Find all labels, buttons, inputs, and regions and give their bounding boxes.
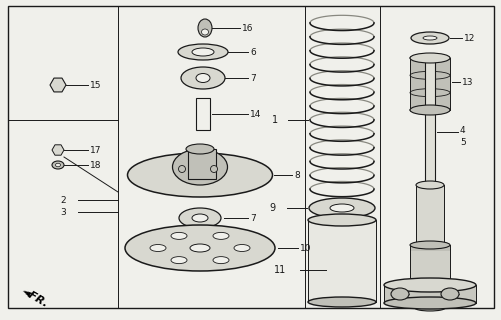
Ellipse shape (55, 83, 61, 87)
Text: 7: 7 (249, 213, 255, 222)
Bar (188, 149, 215, 179)
Ellipse shape (197, 19, 211, 37)
Bar (195, 98, 209, 130)
Ellipse shape (181, 67, 224, 89)
Ellipse shape (390, 288, 408, 300)
Ellipse shape (201, 29, 208, 35)
Ellipse shape (195, 74, 209, 83)
Text: ◄FR.: ◄FR. (20, 286, 50, 310)
Ellipse shape (179, 208, 220, 228)
Ellipse shape (191, 214, 207, 222)
Bar (308, 220, 375, 302)
Text: 18: 18 (90, 161, 101, 170)
Ellipse shape (383, 297, 475, 309)
Ellipse shape (178, 165, 185, 172)
Ellipse shape (308, 297, 375, 307)
Ellipse shape (383, 278, 475, 292)
Ellipse shape (191, 48, 213, 56)
Text: 6: 6 (249, 47, 255, 57)
Text: 1: 1 (272, 115, 278, 125)
Text: 13: 13 (461, 77, 472, 86)
Text: 12: 12 (463, 34, 474, 43)
Text: 14: 14 (249, 109, 261, 118)
Ellipse shape (52, 161, 64, 169)
Ellipse shape (308, 214, 375, 226)
Ellipse shape (150, 244, 166, 252)
Ellipse shape (172, 149, 227, 185)
Bar (409, 249, 449, 285)
Bar (383, 285, 475, 303)
Text: 10: 10 (300, 244, 311, 252)
Bar (415, 185, 443, 245)
Text: 11: 11 (273, 265, 286, 275)
Ellipse shape (410, 32, 448, 44)
Bar (409, 58, 449, 110)
Ellipse shape (56, 148, 60, 151)
Ellipse shape (233, 244, 249, 252)
Text: 2: 2 (60, 196, 66, 204)
Ellipse shape (127, 153, 272, 197)
Ellipse shape (212, 257, 228, 264)
Ellipse shape (56, 163, 61, 167)
Text: 5: 5 (459, 138, 465, 147)
Ellipse shape (409, 241, 449, 249)
Ellipse shape (409, 105, 449, 115)
Ellipse shape (440, 288, 458, 300)
Ellipse shape (329, 204, 353, 212)
Text: 8: 8 (294, 171, 299, 180)
Ellipse shape (422, 36, 436, 40)
Bar (424, 62, 434, 185)
Text: 3: 3 (60, 207, 66, 217)
Ellipse shape (309, 198, 374, 218)
Bar (414, 303, 444, 308)
Ellipse shape (212, 232, 228, 239)
Text: 15: 15 (90, 81, 101, 90)
Text: 17: 17 (90, 146, 101, 155)
Ellipse shape (178, 44, 227, 60)
Ellipse shape (189, 244, 209, 252)
Ellipse shape (414, 305, 444, 311)
Ellipse shape (409, 53, 449, 63)
Text: 9: 9 (270, 203, 276, 213)
Text: 4: 4 (459, 125, 465, 134)
Text: 7: 7 (249, 74, 255, 83)
Ellipse shape (415, 181, 443, 189)
Ellipse shape (186, 144, 213, 154)
Text: 16: 16 (241, 23, 253, 33)
Ellipse shape (125, 225, 275, 271)
Ellipse shape (171, 232, 187, 239)
Ellipse shape (210, 165, 217, 172)
Bar (409, 245, 449, 251)
Ellipse shape (171, 257, 187, 264)
